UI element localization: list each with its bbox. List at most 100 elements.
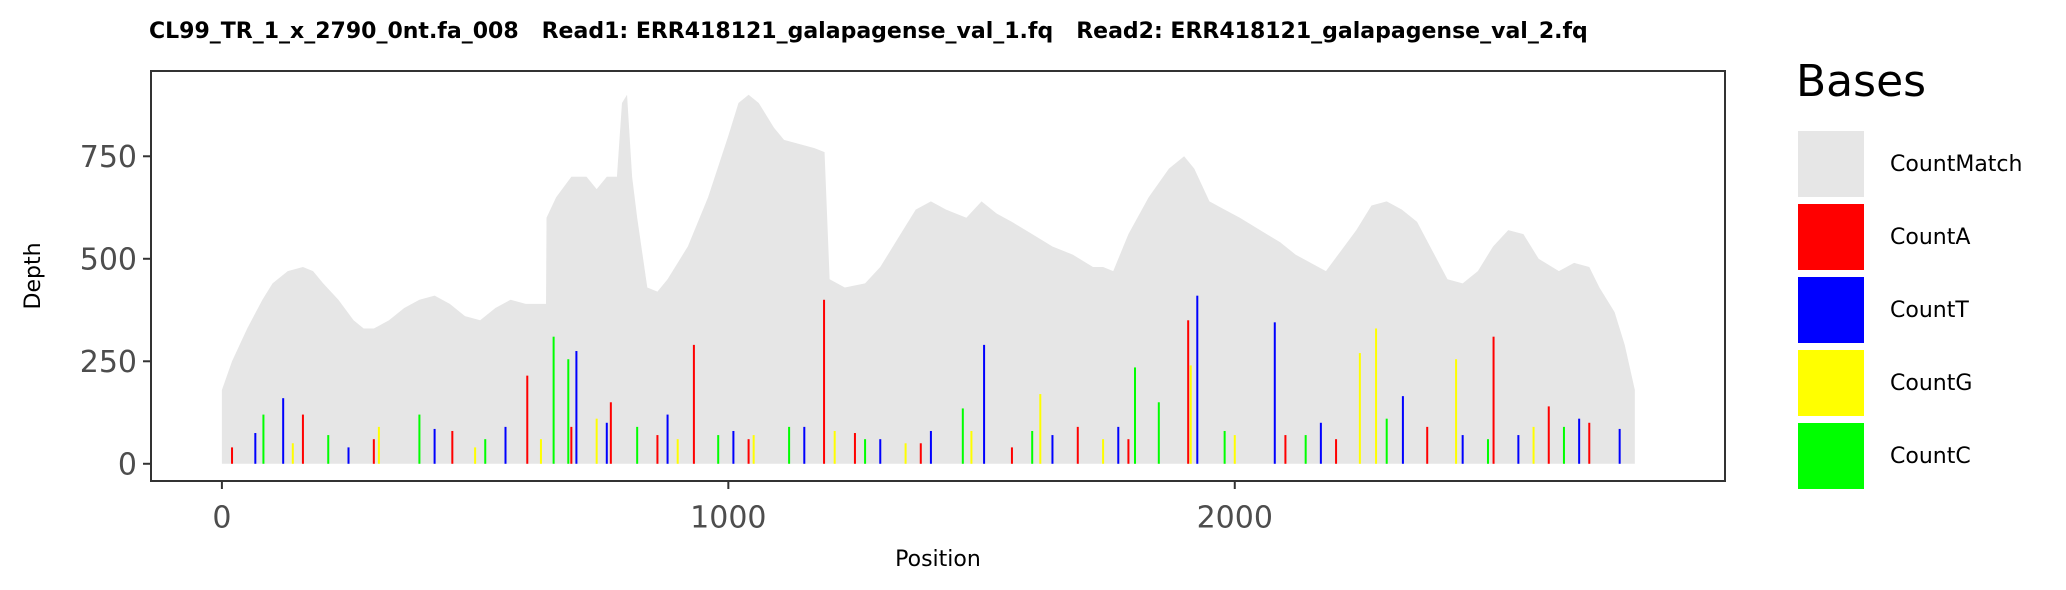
base-spike: [1076, 426, 1079, 464]
x-tick-label: 0: [212, 501, 231, 536]
base-spike: [1517, 435, 1520, 464]
base-spike: [1010, 447, 1013, 464]
base-spike: [970, 430, 973, 464]
base-spike: [1157, 402, 1160, 464]
base-spike: [1233, 435, 1236, 464]
base-spike: [752, 435, 755, 464]
base-spike: [1455, 359, 1458, 464]
base-spike: [418, 414, 421, 464]
base-spike: [1578, 418, 1581, 464]
chart-title: CL99_TR_1_x_2790_0nt.fa_008 Read1: ERR41…: [149, 19, 1588, 44]
base-spike: [1189, 365, 1192, 464]
base-spike: [575, 351, 578, 464]
base-spike: [1304, 435, 1307, 464]
x-axis-label: Position: [895, 547, 981, 572]
base-spike: [1547, 406, 1550, 464]
base-spike: [595, 418, 598, 464]
base-spike: [377, 426, 380, 464]
legend-key: [1796, 202, 1866, 272]
base-spike: [433, 428, 436, 464]
legend-key: [1796, 348, 1866, 418]
base-spike: [1492, 336, 1495, 464]
plot-area: [221, 94, 1635, 464]
base-spike: [1134, 367, 1137, 464]
base-spike: [1031, 430, 1034, 464]
base-spike: [879, 439, 882, 464]
base-spike: [1385, 418, 1388, 464]
base-spike: [484, 439, 487, 464]
base-spike: [747, 439, 750, 464]
base-spike: [983, 344, 986, 464]
base-spike: [961, 408, 964, 464]
base-spike: [1127, 439, 1130, 464]
base-spike: [1284, 435, 1287, 464]
y-tick-label: 250: [80, 345, 137, 380]
base-spike: [692, 344, 695, 464]
base-spike: [231, 447, 234, 464]
base-spike: [1319, 422, 1322, 464]
base-spike: [1335, 439, 1338, 464]
base-spike: [451, 430, 454, 464]
base-spike: [1461, 435, 1464, 464]
base-spike: [1375, 328, 1378, 464]
legend-key: [1796, 421, 1866, 491]
base-spike: [636, 426, 639, 464]
base-spike: [864, 439, 867, 464]
coverage-area: [221, 94, 1635, 464]
base-spike: [666, 414, 669, 464]
base-spike: [919, 443, 922, 464]
legend-label: CountA: [1890, 225, 1970, 250]
base-spike: [282, 398, 285, 464]
base-spike: [833, 430, 836, 464]
base-spike: [1051, 435, 1054, 464]
legend-label: CountG: [1890, 371, 1972, 396]
y-tick-label: 500: [80, 242, 137, 277]
y-axis-label: Depth: [21, 242, 46, 309]
base-spike: [676, 439, 679, 464]
base-spike: [526, 375, 529, 464]
base-spike: [853, 433, 856, 464]
base-spike: [1273, 322, 1276, 464]
base-spike: [1358, 353, 1361, 464]
base-spike: [1588, 422, 1591, 464]
base-spike: [656, 435, 659, 464]
y-tick-label: 750: [80, 140, 137, 175]
base-spike: [1187, 320, 1190, 464]
base-spike: [1426, 426, 1429, 464]
base-spike: [823, 299, 826, 464]
base-spike: [732, 430, 735, 464]
base-spike: [254, 433, 257, 464]
base-spike: [552, 336, 555, 464]
base-spike: [904, 443, 907, 464]
base-spike: [1196, 295, 1199, 464]
base-spike: [1486, 439, 1489, 464]
base-spike: [1562, 426, 1565, 464]
base-spike: [347, 447, 350, 464]
base-spike: [1223, 430, 1226, 464]
y-tick-label: 0: [118, 447, 137, 482]
base-spike: [1532, 426, 1535, 464]
base-spike: [929, 430, 932, 464]
base-spike: [262, 414, 265, 464]
legend-label: CountC: [1890, 444, 1971, 469]
base-spike: [372, 439, 375, 464]
legend-key: [1796, 275, 1866, 345]
x-tick-label: 1000: [690, 501, 766, 536]
base-spike: [717, 435, 720, 464]
base-spike: [803, 426, 806, 464]
legend-label: CountT: [1890, 298, 1969, 323]
base-spike: [539, 439, 542, 464]
legend-key: [1796, 129, 1866, 199]
base-spike: [504, 426, 507, 464]
base-spike: [474, 447, 477, 464]
base-spike: [1618, 428, 1621, 464]
base-spike: [301, 414, 304, 464]
base-spike: [1401, 396, 1404, 464]
base-spike: [570, 426, 573, 464]
plot-border: [150, 70, 1726, 482]
base-spike: [1102, 439, 1105, 464]
x-tick-label: 2000: [1197, 501, 1273, 536]
base-spike: [327, 435, 330, 464]
base-spike: [1039, 394, 1042, 464]
